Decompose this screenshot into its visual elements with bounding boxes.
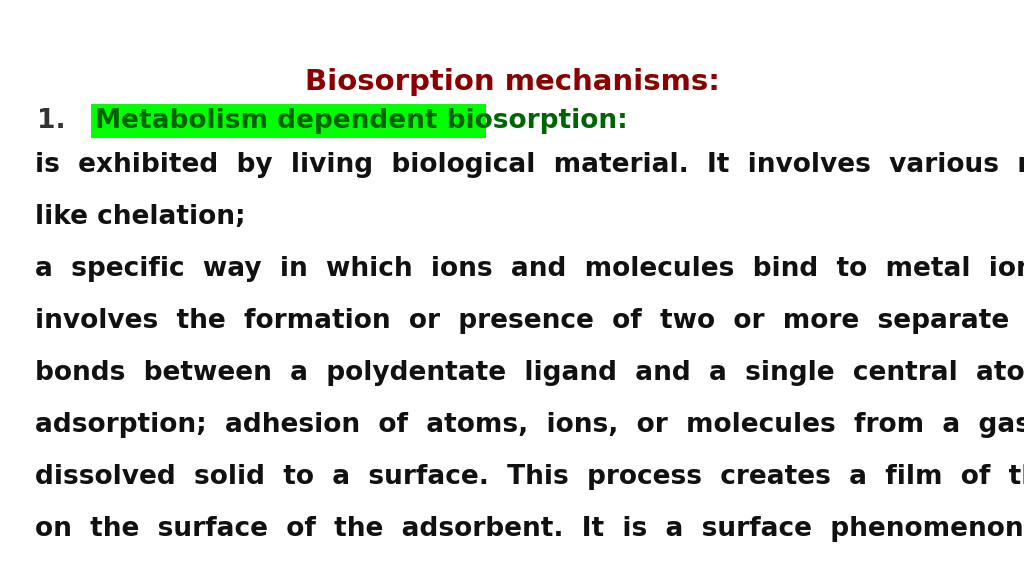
Bar bbox=[91, 104, 486, 138]
Text: Metabolism dependent biosorption:: Metabolism dependent biosorption: bbox=[95, 108, 628, 134]
Text: is  exhibited  by  living  biological  material.  It  involves  various  mechani: is exhibited by living biological materi… bbox=[35, 152, 1024, 178]
Text: dissolved  solid  to  a  surface.  This  process  creates  a  film  of  the  ads: dissolved solid to a surface. This proce… bbox=[35, 464, 1024, 490]
Text: bonds  between  a  polydentate  ligand  and  a  single  central  atom,  physical: bonds between a polydentate ligand and a… bbox=[35, 360, 1024, 386]
Text: on  the  surface  of  the  adsorbent.  It  is  a  surface  phenomenon.: on the surface of the adsorbent. It is a… bbox=[35, 516, 1024, 542]
Text: involves  the  formation  or  presence  of  two  or  more  separate  coordinate: involves the formation or presence of tw… bbox=[35, 308, 1024, 334]
Text: a  specific  way  in  which  ions  and  molecules  bind  to  metal  ions  and  i: a specific way in which ions and molecul… bbox=[35, 256, 1024, 282]
Text: 1.: 1. bbox=[37, 108, 66, 134]
Text: like chelation;: like chelation; bbox=[35, 204, 246, 230]
Text: adsorption;  adhesion  of  atoms,  ions,  or  molecules  from  a  gas,  liquid, : adsorption; adhesion of atoms, ions, or … bbox=[35, 412, 1024, 438]
Text: Biosorption mechanisms:: Biosorption mechanisms: bbox=[304, 68, 720, 96]
